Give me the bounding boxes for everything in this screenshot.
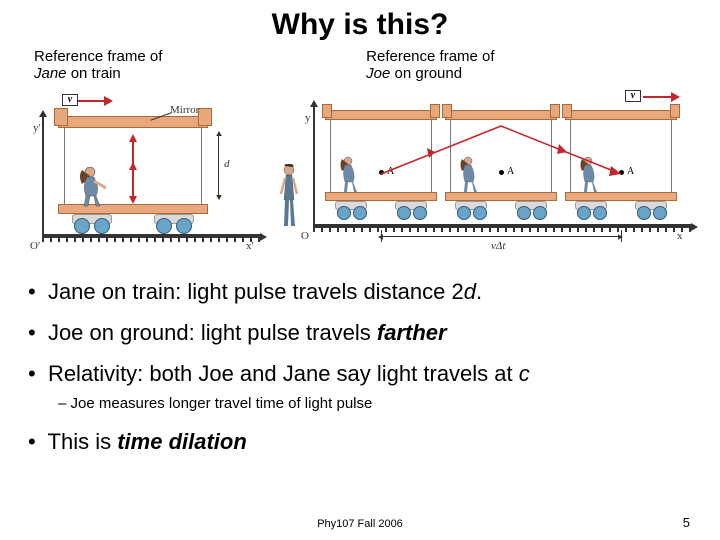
d-bot xyxy=(216,195,222,200)
label-joe: Reference frame of Joe on ground xyxy=(320,48,692,82)
origin: O′ xyxy=(30,240,40,252)
v-arrow-head-r xyxy=(671,92,680,102)
delta-arrow-l xyxy=(378,234,383,240)
light-path xyxy=(277,86,697,256)
wheel-1 xyxy=(74,218,90,234)
light-up-head xyxy=(129,134,137,142)
light-down-head xyxy=(129,196,137,204)
bullet-list: • Jane on train: light pulse travels dis… xyxy=(28,274,692,459)
roof-post-l xyxy=(54,108,68,126)
delta-line xyxy=(381,236,621,237)
roof-post-r xyxy=(198,108,212,126)
mirror-label: Mirror xyxy=(170,104,199,116)
footer: Phy107 Fall 2006 xyxy=(0,518,720,530)
label-joe-l2: Joe on ground xyxy=(366,65,692,82)
ylabel: y′ xyxy=(33,122,41,134)
figure-right: y x O A xyxy=(277,86,702,256)
delta-label: vΔt xyxy=(489,240,507,252)
figure-row: y′ x′ O′ xyxy=(28,86,692,256)
v-box: v xyxy=(62,94,78,106)
v-arrow-r xyxy=(643,96,673,98)
delta-arrow-r xyxy=(618,234,623,240)
light-mid-head xyxy=(129,162,137,170)
label-jane: Reference frame of Jane on train xyxy=(28,48,320,82)
figure-left: y′ x′ O′ xyxy=(28,96,267,256)
label-jane-l1: Reference frame of xyxy=(34,48,320,65)
joe-icon xyxy=(277,164,303,235)
d-top xyxy=(216,131,222,136)
wheel-4 xyxy=(176,218,192,234)
bullet-4: • This is time dilation xyxy=(28,424,692,459)
wheel-3 xyxy=(156,218,172,234)
d-label: d xyxy=(224,158,230,170)
jane-icon xyxy=(76,166,110,213)
v-box-r: v xyxy=(625,90,641,102)
footer-text: Phy107 Fall 2006 xyxy=(317,518,403,530)
cart xyxy=(58,116,208,236)
bullet-3-sub: Joe measures longer travel time of light… xyxy=(58,392,692,416)
v-arrow xyxy=(78,100,106,102)
bullet-3: • Relativity: both Joe and Jane say ligh… xyxy=(28,356,692,415)
page-number: 5 xyxy=(683,515,690,530)
label-joe-l1: Reference frame of xyxy=(366,48,692,65)
ties xyxy=(42,236,262,242)
arrow-y xyxy=(39,110,47,117)
bullet-2: • Joe on ground: light pulse travels far… xyxy=(28,315,692,350)
v-arrow-head xyxy=(104,96,113,106)
page-title: Why is this? xyxy=(28,8,692,42)
figure-labels: Reference frame of Jane on train Referen… xyxy=(28,48,692,82)
axis-y xyxy=(42,116,44,236)
label-jane-l2: Jane on train xyxy=(34,65,320,82)
d-bracket xyxy=(218,136,219,196)
slide: Why is this? Reference frame of Jane on … xyxy=(0,0,720,540)
cart-roof xyxy=(58,116,208,128)
bullet-1: • Jane on train: light pulse travels dis… xyxy=(28,274,692,309)
wheel-2 xyxy=(94,218,110,234)
